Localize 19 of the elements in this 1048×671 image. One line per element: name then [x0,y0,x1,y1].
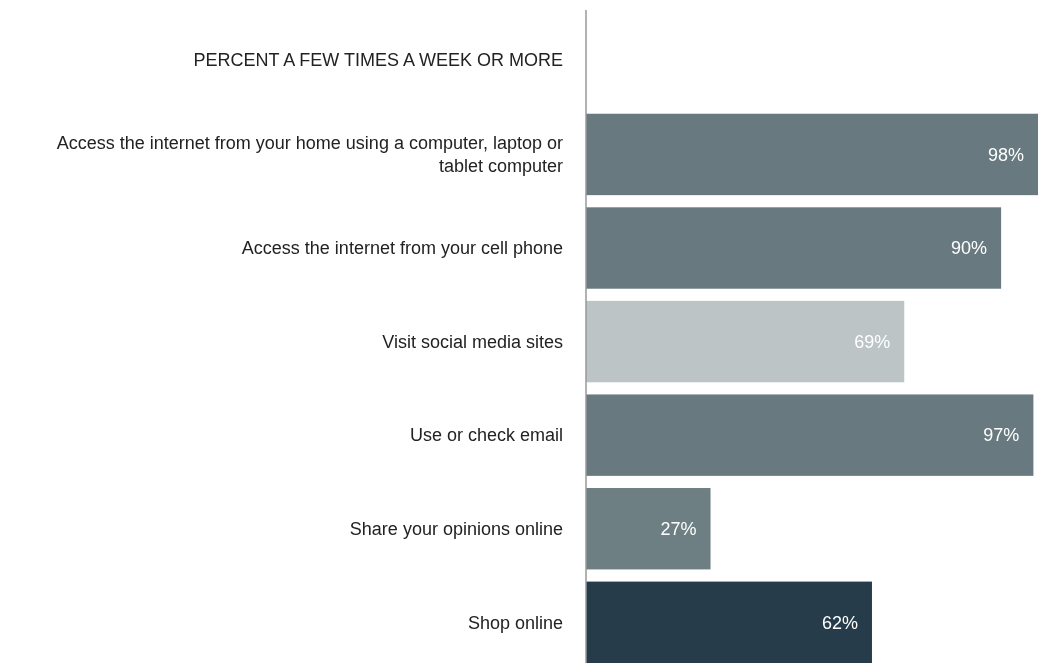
y-tick-label: Share your opinions online [349,519,563,540]
data-label: 90% [951,238,988,259]
y-tick-label: Access the internet from your home using a computer, laptop or tablet computer [56,133,563,177]
bar [586,581,872,663]
data-label: 97% [983,425,1020,446]
y-tick-label: Visit social media sites [382,331,563,352]
bar [586,207,1002,289]
bar [586,300,905,383]
data-label: 98% [987,144,1024,165]
bar [586,488,711,570]
y-tick-label: Access the internet from your cell phone [241,238,563,259]
data-label: 62% [821,612,858,633]
bar [586,113,1038,196]
data-label: 27% [660,519,697,540]
data-label: 69% [854,331,891,352]
y-tick-label: Use or check email [409,425,563,446]
bar [586,394,1034,476]
y-tick-label: Shop online [467,612,563,633]
text: PERCENT A FEW TIMES A WEEK OR MORE [193,50,563,71]
